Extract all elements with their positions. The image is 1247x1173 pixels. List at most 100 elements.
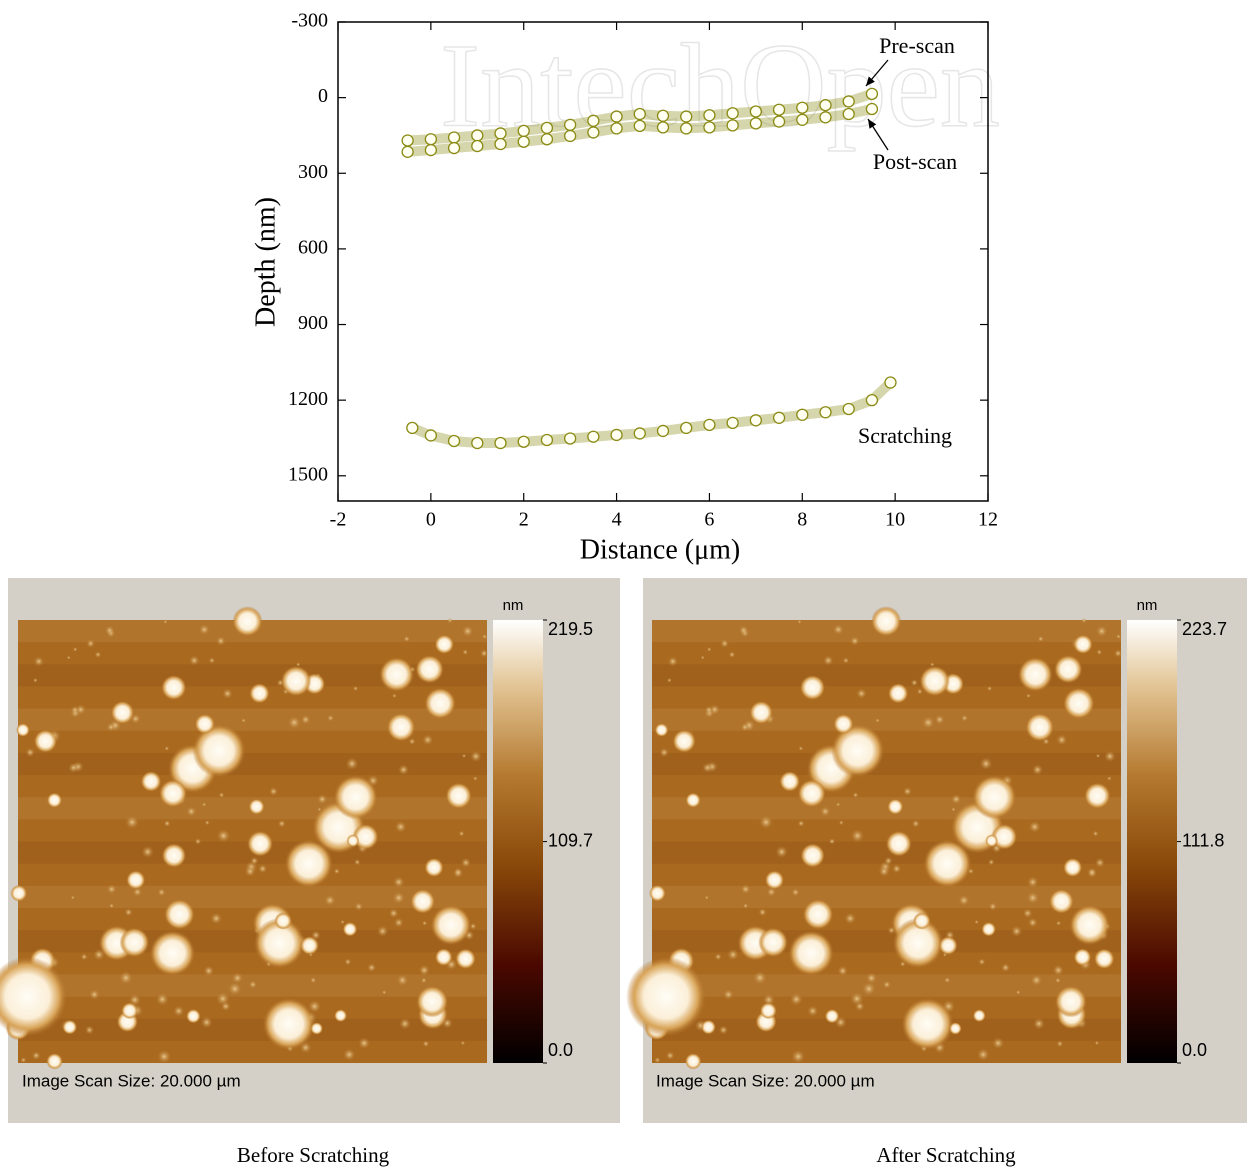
afm-grain (300, 714, 311, 725)
afm-particle (759, 1002, 777, 1020)
afm-grain (766, 887, 777, 897)
afm-grain (654, 1057, 661, 1064)
data-point (842, 95, 855, 108)
afm-grain (934, 714, 945, 725)
data-point (680, 110, 693, 123)
afm-grain (106, 884, 117, 895)
afm-grain (1056, 734, 1068, 746)
afm-grain (68, 762, 79, 773)
data-point (865, 394, 879, 407)
afm-particle (430, 904, 472, 946)
afm-particle (799, 675, 826, 701)
data-point (540, 121, 554, 135)
data-point (401, 134, 414, 147)
afm-grain (910, 679, 918, 687)
data-point (865, 87, 879, 100)
data-point (424, 133, 438, 146)
afm-grain (666, 677, 672, 683)
y-tick-label: 600 (298, 236, 328, 258)
afm-grain (753, 970, 767, 985)
afm-grain (84, 1025, 95, 1035)
afm-grain (797, 819, 805, 827)
afm-particle (352, 823, 379, 850)
afm-grain (854, 1001, 865, 1012)
y-tick-label: 900 (298, 312, 328, 334)
x-tick-label: 4 (612, 509, 622, 531)
afm-grain (269, 786, 278, 796)
afm-particle (254, 917, 305, 969)
afm-grain (408, 737, 416, 745)
afm-grain (718, 1025, 729, 1035)
afm-grain (358, 1037, 371, 1050)
afm-grain (469, 922, 477, 930)
afm-particle (434, 634, 454, 654)
afm-grain (1096, 649, 1103, 656)
afm-particle (892, 917, 944, 969)
data-point (587, 126, 600, 139)
data-point (517, 124, 530, 138)
afm-particle (885, 830, 912, 857)
afm-grain (1055, 920, 1062, 926)
data-point (401, 145, 414, 158)
data-point (563, 118, 577, 132)
afm-grain (704, 705, 714, 715)
series-label: Pre-scan (879, 33, 955, 58)
afm-particle (161, 675, 187, 701)
afm-grain (398, 764, 409, 776)
afm-grain (1092, 830, 1099, 837)
data-point (447, 141, 461, 155)
afm-particle (802, 899, 834, 930)
afm-grain (394, 820, 407, 833)
afm-stripe (652, 797, 1121, 820)
afm-grain (944, 976, 951, 984)
afm-grain (222, 688, 233, 699)
data-point (726, 416, 739, 429)
afm-grain (1022, 908, 1033, 919)
afm-particle (901, 998, 954, 1050)
afm-grain (203, 965, 215, 977)
afm-grain (951, 807, 956, 812)
afm-particle (1073, 634, 1093, 654)
data-point (494, 137, 507, 151)
afm-particle (455, 948, 476, 970)
afm-grain (157, 888, 166, 897)
data-point (587, 114, 600, 127)
afm-particle (1094, 948, 1115, 970)
afm-grain (482, 634, 488, 640)
afm-particle (949, 1022, 962, 1035)
afm-particle (913, 912, 931, 930)
afm-grain (163, 819, 171, 827)
afm-particle (0, 956, 68, 1037)
afm-grain (94, 651, 102, 658)
afm-grain (1106, 776, 1112, 781)
afm-grain (921, 716, 935, 730)
watermark: IntechOpen (440, 19, 1000, 152)
x-tick-label: 2 (519, 509, 529, 531)
afm-grain (842, 657, 850, 664)
colorbar (1127, 620, 1177, 1063)
afm-grain (210, 912, 223, 925)
caption: After Scratching (876, 1143, 1016, 1167)
data-point (865, 102, 879, 116)
afm-particle (46, 1053, 63, 1070)
colorbar-tick-label: 219.5 (548, 619, 593, 639)
afm-grain (992, 1037, 1005, 1050)
afm-grain (837, 965, 849, 977)
afm-grain (447, 617, 453, 624)
afm-particle (300, 936, 319, 955)
afm-particle (788, 930, 834, 976)
afm-particle (887, 798, 904, 815)
afm-grain (418, 964, 430, 976)
afm-grain (838, 820, 844, 826)
afm-grain (220, 1001, 231, 1012)
afm-grain (844, 912, 857, 925)
afm-grain (667, 656, 678, 667)
afm-particle (46, 792, 62, 808)
afm-grain (988, 858, 995, 866)
afm-grain (1028, 820, 1041, 833)
afm-particle (991, 823, 1018, 850)
afm-grain (308, 999, 322, 1013)
afm-particle (923, 839, 972, 888)
afm-grain (791, 888, 800, 897)
